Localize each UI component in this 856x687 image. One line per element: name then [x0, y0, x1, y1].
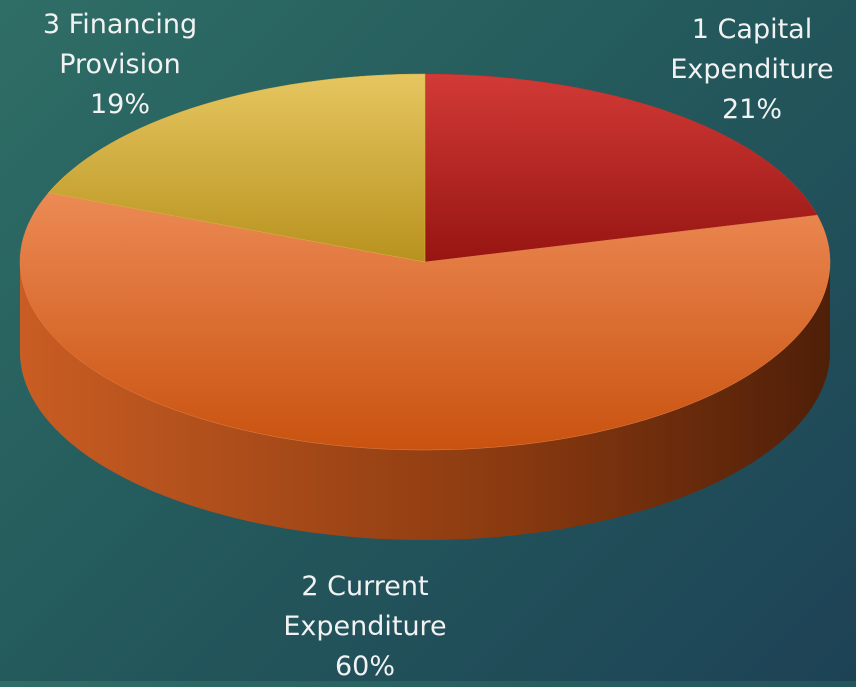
value-label: 21% — [721, 94, 782, 125]
pie-side — [20, 262, 830, 540]
pie-slice — [424, 73, 818, 263]
slice-label: 1 Capital Expenditure 21% — [637, 10, 856, 130]
pie-slice — [47, 73, 426, 263]
slice-label: 3 Financing Provision 19% — [5, 5, 235, 125]
category-label: 2 Current Expenditure — [283, 571, 447, 642]
pie-slice — [19, 192, 831, 451]
category-label: 1 Capital Expenditure — [670, 14, 834, 85]
category-label: 3 Financing Provision — [42, 9, 198, 80]
slice-label: 2 Current Expenditure 60% — [250, 567, 480, 687]
value-label: 60% — [334, 651, 395, 682]
value-label: 19% — [89, 89, 150, 120]
